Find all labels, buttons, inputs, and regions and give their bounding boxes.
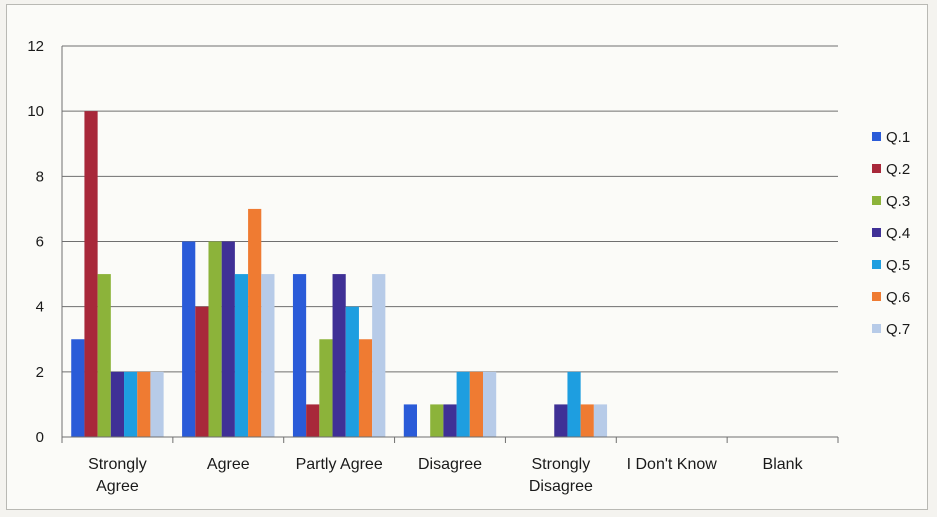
bar-q7 <box>150 371 164 437</box>
bar-q7 <box>483 371 497 437</box>
legend-label: Q.2 <box>886 161 910 178</box>
bars <box>71 111 608 438</box>
x-category-label: Partly Agree <box>296 456 383 473</box>
legend-swatch <box>872 324 881 333</box>
y-tick-label: 10 <box>27 103 44 120</box>
bar-q3 <box>97 274 111 437</box>
legend: Q.1 Q.2 Q.3 Q.4 Q.5 Q.6 Q.7 <box>872 129 910 338</box>
bar-q1 <box>71 339 85 437</box>
x-axis: Strongly Agree Agree Partly Agree Disagree St… <box>61 436 839 495</box>
bar-q7 <box>372 274 386 437</box>
x-category-label: I Don't Know <box>627 456 718 473</box>
bar-q3 <box>430 404 444 437</box>
bar-q1 <box>292 274 307 437</box>
legend-label: Q.7 <box>886 321 910 338</box>
bar-q5 <box>567 371 581 437</box>
bar-q2 <box>84 111 98 438</box>
bar-q7 <box>593 404 608 437</box>
y-tick-label: 2 <box>36 364 44 381</box>
bar-q4 <box>332 274 346 437</box>
y-tick-label: 4 <box>36 299 44 316</box>
legend-label: Q.1 <box>886 129 910 146</box>
bar-q6 <box>248 208 262 437</box>
bar-q4 <box>554 404 568 437</box>
legend-label: Q.3 <box>886 193 910 210</box>
y-axis: 0 2 4 6 8 10 12 <box>27 38 63 446</box>
bar-q6 <box>580 404 594 437</box>
x-category-label: Disagree <box>529 478 593 495</box>
x-category-label: Blank <box>763 456 804 473</box>
legend-swatch <box>872 260 881 269</box>
legend-label: Q.6 <box>886 289 910 306</box>
bar-q2 <box>195 306 209 437</box>
bar-q5 <box>124 371 138 437</box>
bar-q5 <box>456 371 470 437</box>
x-category-label: Agree <box>96 478 139 495</box>
x-category-label: Agree <box>207 456 250 473</box>
x-category-label: Strongly <box>532 456 591 473</box>
bar-q3 <box>208 241 222 437</box>
bar-q5 <box>345 306 359 437</box>
legend-swatch <box>872 164 881 173</box>
bar-q2 <box>306 404 320 437</box>
bar-q6 <box>469 371 483 437</box>
x-category-label: Disagree <box>418 456 482 473</box>
bar-q6 <box>137 371 151 437</box>
x-category-label: Strongly <box>88 456 147 473</box>
bar-q4 <box>443 404 457 437</box>
legend-swatch <box>872 292 881 301</box>
bar-q4 <box>110 371 125 437</box>
gridlines <box>62 45 838 373</box>
bar-q5 <box>234 274 249 437</box>
y-tick-label: 0 <box>36 429 44 446</box>
y-tick-label: 12 <box>27 38 44 55</box>
bar-q1 <box>403 404 417 437</box>
bar-q3 <box>319 339 333 437</box>
bar-q1 <box>182 241 196 437</box>
legend-swatch <box>872 196 881 205</box>
legend-swatch <box>872 132 881 141</box>
bar-q7 <box>261 274 275 437</box>
legend-label: Q.5 <box>886 257 910 274</box>
y-tick-label: 8 <box>36 168 44 185</box>
bar-q4 <box>221 241 235 437</box>
legend-swatch <box>872 228 881 237</box>
y-tick-label: 6 <box>36 234 44 251</box>
legend-label: Q.4 <box>886 225 910 242</box>
bar-q6 <box>358 339 373 437</box>
